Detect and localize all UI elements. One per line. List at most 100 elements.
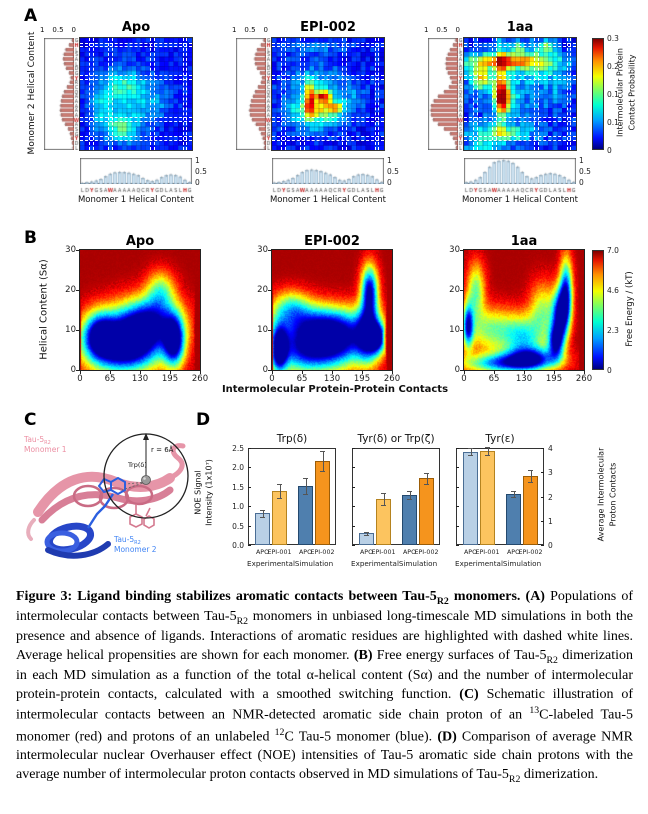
colorbar-tick-label: 0 xyxy=(607,366,612,375)
free-energy-surface xyxy=(464,250,584,370)
fes-ytick: 30 xyxy=(257,245,268,255)
error-bar-cap xyxy=(260,509,265,511)
noe-bar xyxy=(506,494,521,545)
error-bar-cap xyxy=(320,470,325,472)
right-tickmark xyxy=(541,448,544,449)
error-bar xyxy=(530,469,532,483)
fes-ytick: 10 xyxy=(65,325,76,335)
fes-ytickmark xyxy=(76,250,79,251)
right-tick-label: 3 xyxy=(548,468,553,478)
fes-xtickmark xyxy=(170,371,171,374)
fes-xtick: 130 xyxy=(323,374,341,384)
right-tickmark xyxy=(541,472,544,474)
fes-xtickmark xyxy=(302,371,303,374)
heatmap-title: Apo xyxy=(121,20,151,35)
proton-label: Trp(δ) xyxy=(127,461,147,469)
bar-xtick-label: EPI-001 xyxy=(371,549,396,556)
fes-ytickmark xyxy=(268,330,271,331)
bar-xtick-label: APO xyxy=(506,549,521,556)
error-bar-cap xyxy=(303,493,308,495)
fes-xtickmark xyxy=(362,371,363,374)
fes-title: EPI-002 xyxy=(304,234,360,249)
caption-segment: monomers. xyxy=(448,589,526,604)
monomer2-sequence xyxy=(265,38,272,150)
left-tickmark xyxy=(248,506,251,508)
left-tickmark xyxy=(456,486,459,488)
panel-a-colorbar xyxy=(592,38,604,150)
monomer2-indole-ring xyxy=(97,477,112,494)
monomer1-helicity-histogram xyxy=(464,158,576,184)
fes-ytickmark xyxy=(460,370,463,371)
caption-segment: R2 xyxy=(436,595,449,607)
colorbar-tick-label: 0.3 xyxy=(607,34,619,43)
monomer2-sidechain-bond xyxy=(86,493,114,529)
monomer2-ribbon xyxy=(45,541,111,559)
fes-xtickmark xyxy=(554,371,555,374)
bar-subplot-title: Tyr(ε) xyxy=(485,433,515,445)
monomer1-axis-tick: 1 xyxy=(195,156,200,165)
left-tick-label: 1.0 xyxy=(232,502,244,512)
noe-bar xyxy=(523,475,538,545)
axis-tick-label: 1 xyxy=(232,26,237,34)
axis-tick-label: 0 xyxy=(263,26,268,34)
monomer1-helicity-histogram xyxy=(272,158,384,184)
error-bar-cap xyxy=(260,516,265,518)
error-bar-cap xyxy=(303,478,308,480)
fes-xtick: 195 xyxy=(545,374,563,384)
fes-title: 1aa xyxy=(510,234,538,249)
monomer1-axis-tick: 0 xyxy=(387,178,392,187)
colorbar-tick-label: 0.2 xyxy=(607,62,619,71)
error-bar-cap xyxy=(364,531,369,533)
error-bar xyxy=(470,448,472,456)
monomer2-helicity-histogram xyxy=(44,38,74,150)
left-tickmark xyxy=(352,506,355,508)
monomer2-axis-ticks: 1 0.5 0 xyxy=(232,26,268,34)
fes-xtickmark xyxy=(464,371,465,374)
bar-xtick-label: EPI-002 xyxy=(414,549,439,556)
fes-ytickmark xyxy=(460,330,463,331)
error-bar-cap xyxy=(381,505,386,507)
fes-frame xyxy=(79,249,201,371)
left-tickmark xyxy=(456,506,459,508)
bar-xtick-label: EPI-001 xyxy=(475,549,500,556)
left-tickmark xyxy=(456,467,459,469)
fes-xtickmark xyxy=(584,371,585,374)
panel-b-colorbar xyxy=(592,250,604,370)
proton-sphere xyxy=(141,475,151,485)
left-tickmark xyxy=(352,467,355,469)
noe-bar xyxy=(419,478,434,545)
bar-xtick-label: EPI-001 xyxy=(267,549,292,556)
error-bar xyxy=(487,446,489,455)
noe-bar xyxy=(298,486,313,545)
panel-d-ylabel-1: NOE Signal xyxy=(193,470,203,515)
fes-ytick: 20 xyxy=(257,285,268,295)
left-tick-label: 0.0 xyxy=(232,541,244,550)
fes-ytickmark xyxy=(76,330,79,331)
fes-xtickmark xyxy=(110,371,111,374)
monomer1-axis-tick: 0.5 xyxy=(195,167,207,176)
contact-probability-heatmap xyxy=(80,38,192,150)
error-bar-cap xyxy=(277,483,282,485)
colorbar-tick-label: 0.1 xyxy=(607,90,619,99)
error-bar xyxy=(426,472,428,484)
group-label-simulation: Simulation xyxy=(294,559,334,568)
left-tick-label: 2.5 xyxy=(232,444,244,453)
noe-bar xyxy=(463,451,478,545)
noe-bar xyxy=(480,450,495,545)
heatmap-frame xyxy=(271,37,385,151)
fes-xtickmark xyxy=(332,371,333,374)
error-bar-cap xyxy=(511,497,516,499)
heatmap-title: 1aa xyxy=(506,20,534,35)
monomer1-coil xyxy=(72,484,104,508)
error-bar-cap xyxy=(468,455,473,457)
error-bar xyxy=(513,490,515,498)
monomer1-ribbon-2 xyxy=(38,486,174,524)
error-bar-cap xyxy=(468,448,473,450)
radius-label: r = 6Å xyxy=(151,445,174,454)
fes-xtick: 0 xyxy=(77,374,83,384)
left-tick-label: 0.5 xyxy=(232,521,244,531)
figure-caption: Figure 3: Ligand binding stabilizes arom… xyxy=(16,588,633,786)
right-tick-label: 1 xyxy=(548,516,553,526)
colorbar-tick-label: 7.0 xyxy=(607,246,619,255)
